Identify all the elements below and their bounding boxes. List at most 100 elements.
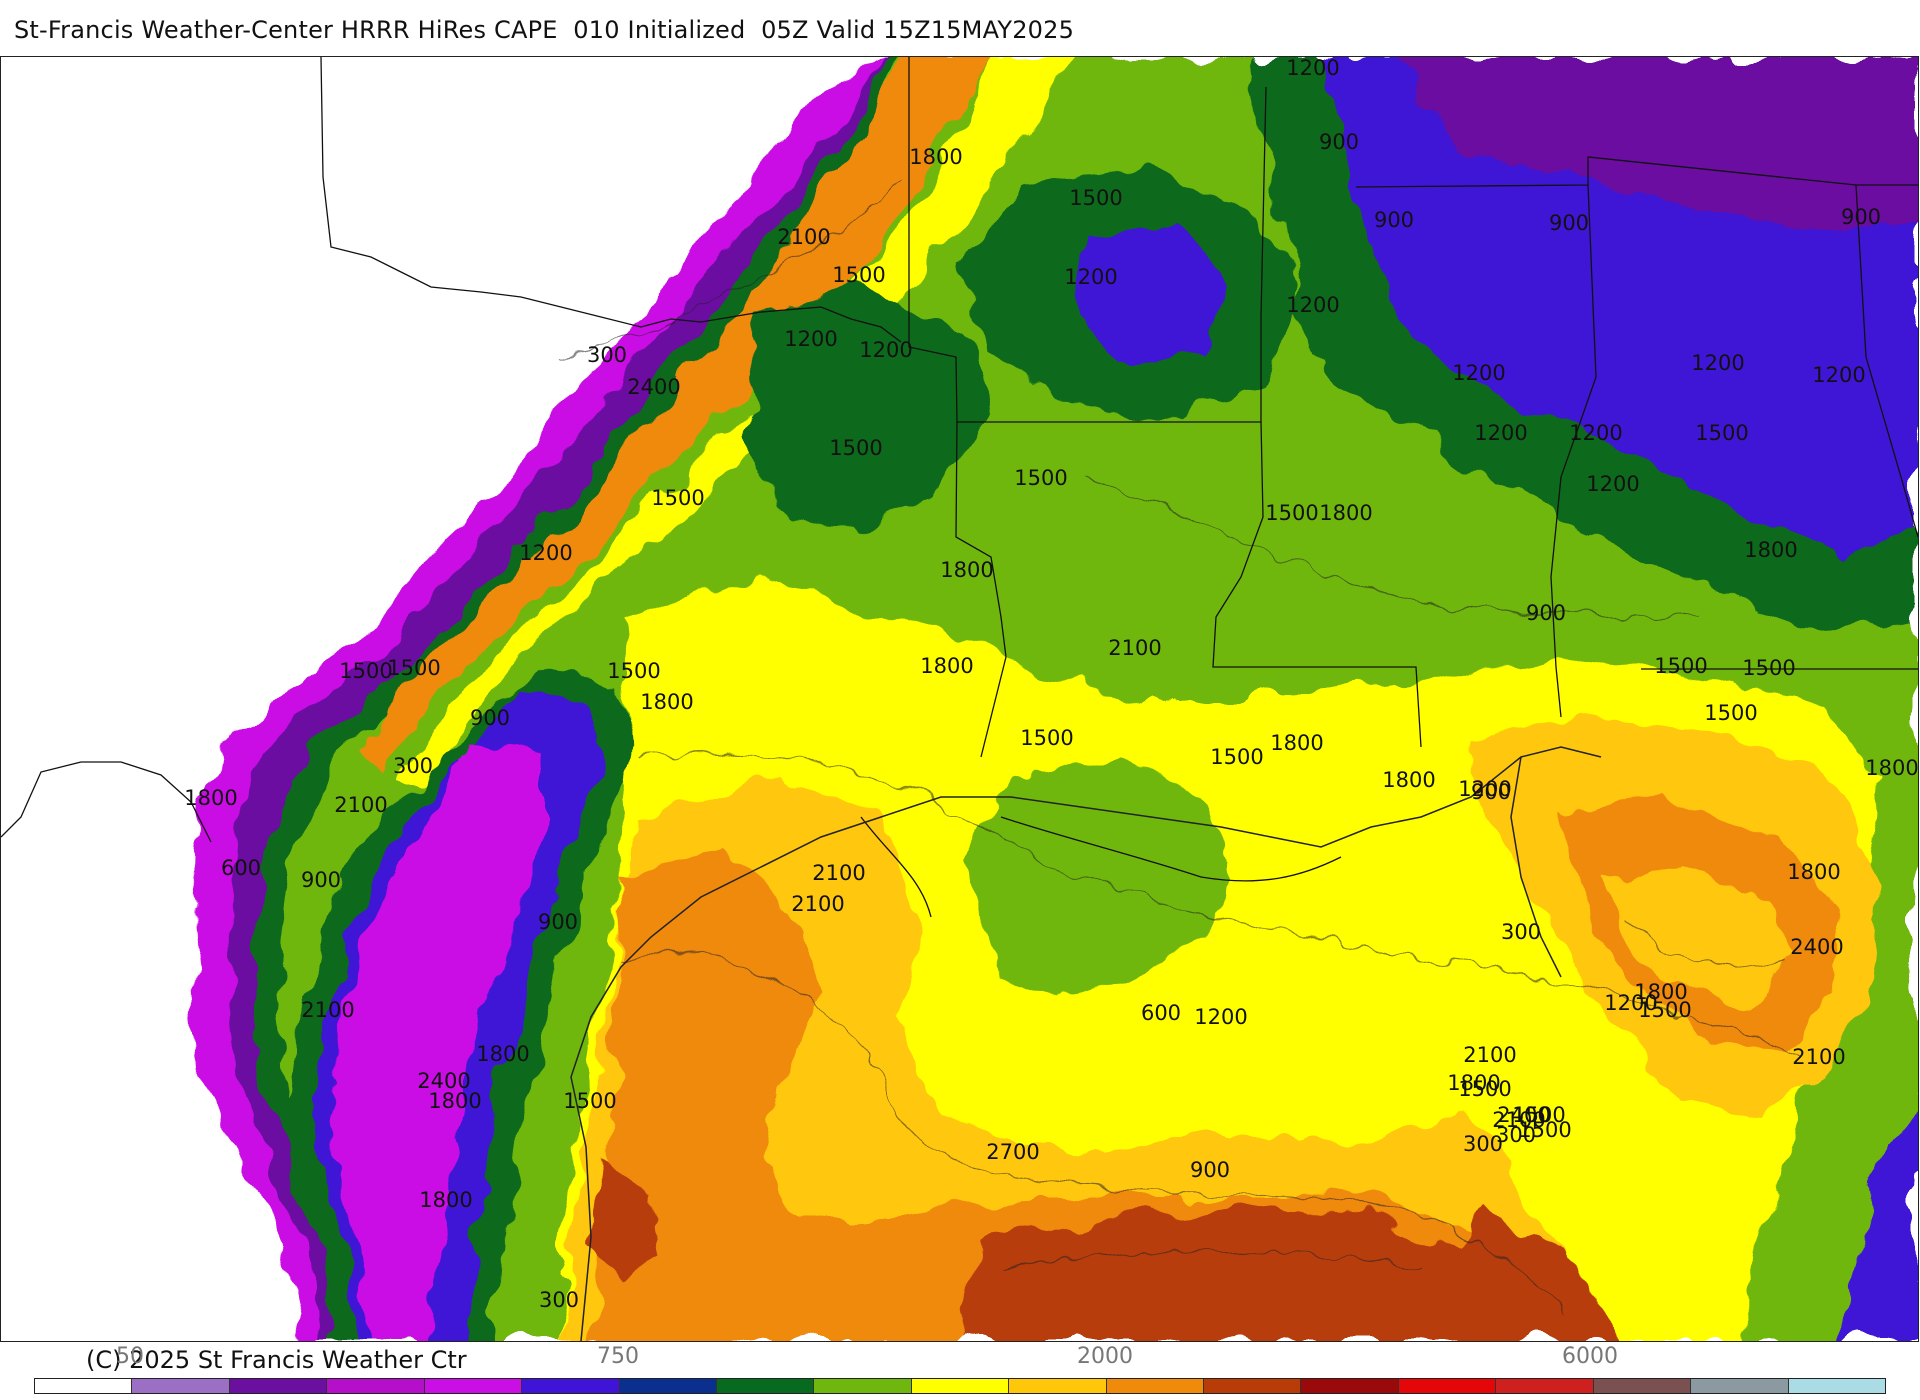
contour-label: 1200	[1604, 991, 1657, 1015]
contour-label: 1800	[1787, 860, 1840, 884]
colorbar-segment	[522, 1379, 620, 1393]
contour-label: 300	[1496, 1123, 1536, 1147]
contour-label: 900	[1526, 601, 1566, 625]
contour-label: 300	[1463, 1132, 1503, 1156]
contour-label: 300	[1501, 920, 1541, 944]
contour-label: 900	[1190, 1158, 1230, 1182]
cape-map: 1200 900 1800 1500 900 900 2100 1500 1200 1200 120…	[0, 56, 1919, 1342]
contour-label: 1200	[1194, 1005, 1247, 1029]
colorbar-segment	[1496, 1379, 1594, 1393]
contour-label: 1800	[1382, 768, 1435, 792]
contour-label: 1500	[1020, 726, 1073, 750]
contour-label: 1500	[1518, 1118, 1571, 1142]
contour-label: 1500	[1014, 466, 1067, 490]
contour-label: 1200	[1474, 421, 1527, 445]
contour-label: 2400	[417, 1069, 470, 1093]
colorbar-tick-label: 50	[116, 1344, 144, 1369]
copyright-text: (C) 2025 St Francis Weather Ctr	[86, 1346, 467, 1374]
contour-label: 300	[587, 343, 627, 367]
contour-label: 1500	[832, 263, 885, 287]
contour-label: 1200	[1458, 777, 1511, 801]
contour-label: 1500	[1512, 1103, 1565, 1127]
colorbar-segment	[1009, 1379, 1107, 1393]
contour-label: 1200	[859, 338, 912, 362]
contour-label: 1800	[1744, 538, 1797, 562]
contour-label: 600	[221, 856, 261, 880]
contour-label: 2700	[986, 1140, 1039, 1164]
contour-label: 1200	[519, 541, 572, 565]
contour-label: 900	[1549, 211, 1589, 235]
contour-label: 1800	[1319, 501, 1372, 525]
contour-label: 1800	[184, 786, 237, 810]
contour-label: 1200	[1812, 363, 1865, 387]
colorbar-segment	[1593, 1379, 1692, 1393]
boundaries	[1, 57, 1918, 918]
contour-label: 1500	[1210, 745, 1263, 769]
cape-colorbar	[34, 1378, 1886, 1394]
colorbar-segment	[1204, 1379, 1302, 1393]
colorbar-segment	[814, 1379, 912, 1393]
contour-label: 1500	[1695, 421, 1748, 445]
contour-label: 1500	[339, 659, 392, 683]
contour-label: 2400	[1497, 1103, 1550, 1127]
coastline	[570, 746, 1602, 1341]
contour-label: 2100	[1792, 1045, 1845, 1069]
contour-label: 2100	[301, 998, 354, 1022]
contour-label: 900	[1319, 130, 1359, 154]
contour-label: 1200	[784, 327, 837, 351]
contour-label: 1800	[1270, 731, 1323, 755]
contour-label: 900	[301, 868, 341, 892]
contour-label: 1800	[1865, 756, 1918, 780]
contour-label: 300	[393, 754, 433, 778]
contour-label: 1200	[1452, 361, 1505, 385]
contour-label: 2100	[1492, 1108, 1545, 1132]
contour-label: 2100	[777, 225, 830, 249]
contour-label: 1500	[1069, 186, 1122, 210]
contour-label: 2100	[1463, 1043, 1516, 1067]
colorbar-segment	[911, 1379, 1010, 1393]
contour-label: 1200	[1569, 421, 1622, 445]
contour-label: 1200	[1286, 293, 1339, 317]
colorbar-segment	[327, 1379, 425, 1393]
contour-label: 1500	[1742, 656, 1795, 680]
contour-label: 2100	[334, 793, 387, 817]
colorbar-segment	[1691, 1379, 1789, 1393]
contour-label: 1800	[428, 1089, 481, 1113]
contour-label: 2400	[627, 375, 680, 399]
contour-label: 900	[470, 706, 510, 730]
contour-label: 1800	[940, 558, 993, 582]
colorbar-tick-label: 750	[597, 1344, 639, 1369]
contour-label: 1500	[1265, 501, 1318, 525]
contour-label: 1500	[607, 659, 660, 683]
contour-label: 2100	[1108, 636, 1161, 660]
contour-label: 1500	[651, 486, 704, 510]
contour-label: 2400	[1790, 935, 1843, 959]
colorbar-segment	[1788, 1379, 1886, 1393]
colorbar-segment	[1301, 1379, 1399, 1393]
contour-label: 1500	[1654, 654, 1707, 678]
contour-label: 1200	[1064, 265, 1117, 289]
contour-label: 900	[538, 910, 578, 934]
colorbar-segment	[35, 1379, 133, 1393]
colorbar-segment	[229, 1379, 328, 1393]
contour-label: 900	[1374, 208, 1414, 232]
contour-label: 1500	[563, 1089, 616, 1113]
contour-label: 600	[1141, 1001, 1181, 1025]
contour-label: 1800	[640, 690, 693, 714]
contour-label: 1500	[829, 436, 882, 460]
contour-label: 1800	[476, 1042, 529, 1066]
colorbar-segment	[1398, 1379, 1497, 1393]
contour-label: 1500	[1638, 998, 1691, 1022]
colorbar-tick-label: 2000	[1077, 1344, 1133, 1369]
contour-label: 300	[539, 1288, 579, 1312]
contour-label: 1500	[1704, 701, 1757, 725]
colorbar-segment	[132, 1379, 230, 1393]
colorbar-tick-label: 6000	[1562, 1344, 1618, 1369]
colorbar-segment	[1106, 1379, 1205, 1393]
contour-label: 1200	[1286, 57, 1339, 80]
contour-label: 1200	[1586, 472, 1639, 496]
map-title: St-Francis Weather-Center HRRR HiRes CAP…	[14, 16, 1075, 44]
contour-label: 900	[1841, 205, 1881, 229]
contour-label: 2100	[812, 861, 865, 885]
